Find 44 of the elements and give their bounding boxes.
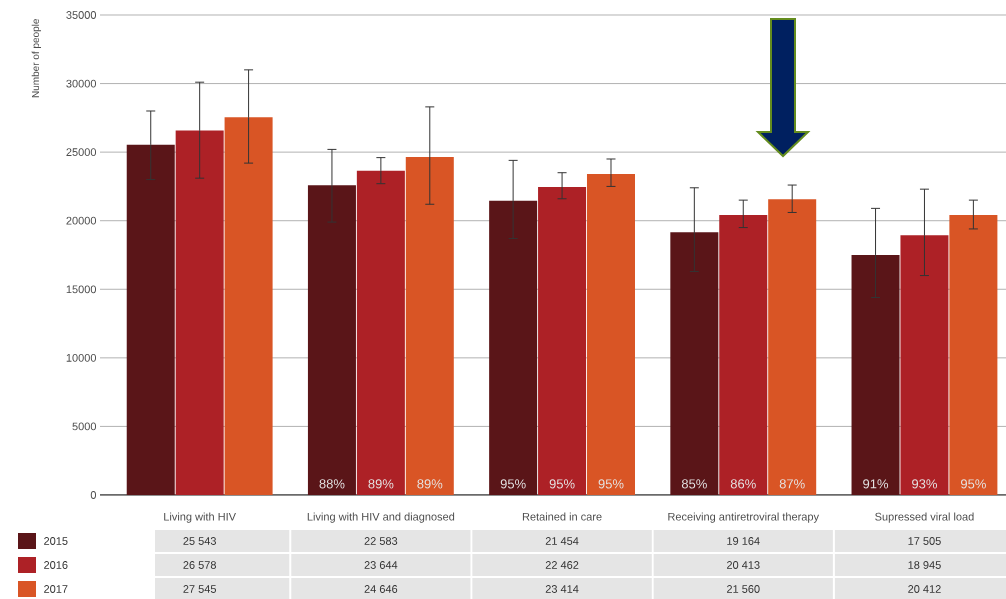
data-label: 27 545 <box>183 585 216 593</box>
x-tick-label: Living with HIV <box>164 512 236 523</box>
data-label: 25 543 <box>183 537 216 545</box>
data-label: 21 560 <box>726 585 760 593</box>
y-tick-label: 10000 <box>66 353 97 362</box>
annotation: 91% <box>863 479 889 489</box>
y-tick-label: 30000 <box>66 79 97 88</box>
data-label: 19 164 <box>727 537 760 545</box>
data-label: 17 505 <box>908 537 941 545</box>
y-tick-label: 5000 <box>72 422 97 431</box>
y-tick-label: 35000 <box>66 11 97 19</box>
data-label: 22 462 <box>545 561 579 569</box>
data-label: 20 413 <box>726 561 760 569</box>
annotation: 89% <box>368 479 394 489</box>
y-tick-label: 20000 <box>66 216 97 225</box>
annotation: 95% <box>549 479 575 489</box>
annotation: 95% <box>500 479 526 489</box>
data-label: 24 646 <box>364 585 398 593</box>
x-tick-label: Receiving antiretroviral therapy <box>668 512 820 523</box>
legend-label: 2015 <box>44 537 68 545</box>
annotation: 89% <box>417 479 443 489</box>
annotation: 87% <box>779 479 805 489</box>
y-tick-label: 25000 <box>66 148 97 157</box>
annotation: 95% <box>960 479 986 489</box>
legend-label: 2017 <box>44 585 68 593</box>
annotation: 95% <box>598 479 624 489</box>
annotation: 85% <box>681 479 707 489</box>
y-axis-title: Number of people <box>31 19 42 98</box>
annotation: 88% <box>319 479 345 489</box>
x-tick-label: Supressed viral load <box>875 512 974 523</box>
data-label: 23 414 <box>545 585 579 593</box>
annotation: 93% <box>912 479 938 489</box>
y-tick-label: 15000 <box>66 285 97 294</box>
data-label: 26 578 <box>183 561 216 569</box>
x-tick-label: Retained in care <box>522 512 602 521</box>
data-label: 21 454 <box>545 537 579 545</box>
data-label: 23 644 <box>364 561 398 569</box>
legend-label: 2016 <box>44 561 68 569</box>
x-tick-label: Living with HIV and diagnosed <box>307 512 455 523</box>
data-label: 22 583 <box>364 537 398 545</box>
data-label: 20 412 <box>908 585 941 593</box>
data-label: 18 945 <box>908 561 941 569</box>
y-tick-label: 0 <box>90 491 97 499</box>
annotation: 86% <box>730 479 756 489</box>
